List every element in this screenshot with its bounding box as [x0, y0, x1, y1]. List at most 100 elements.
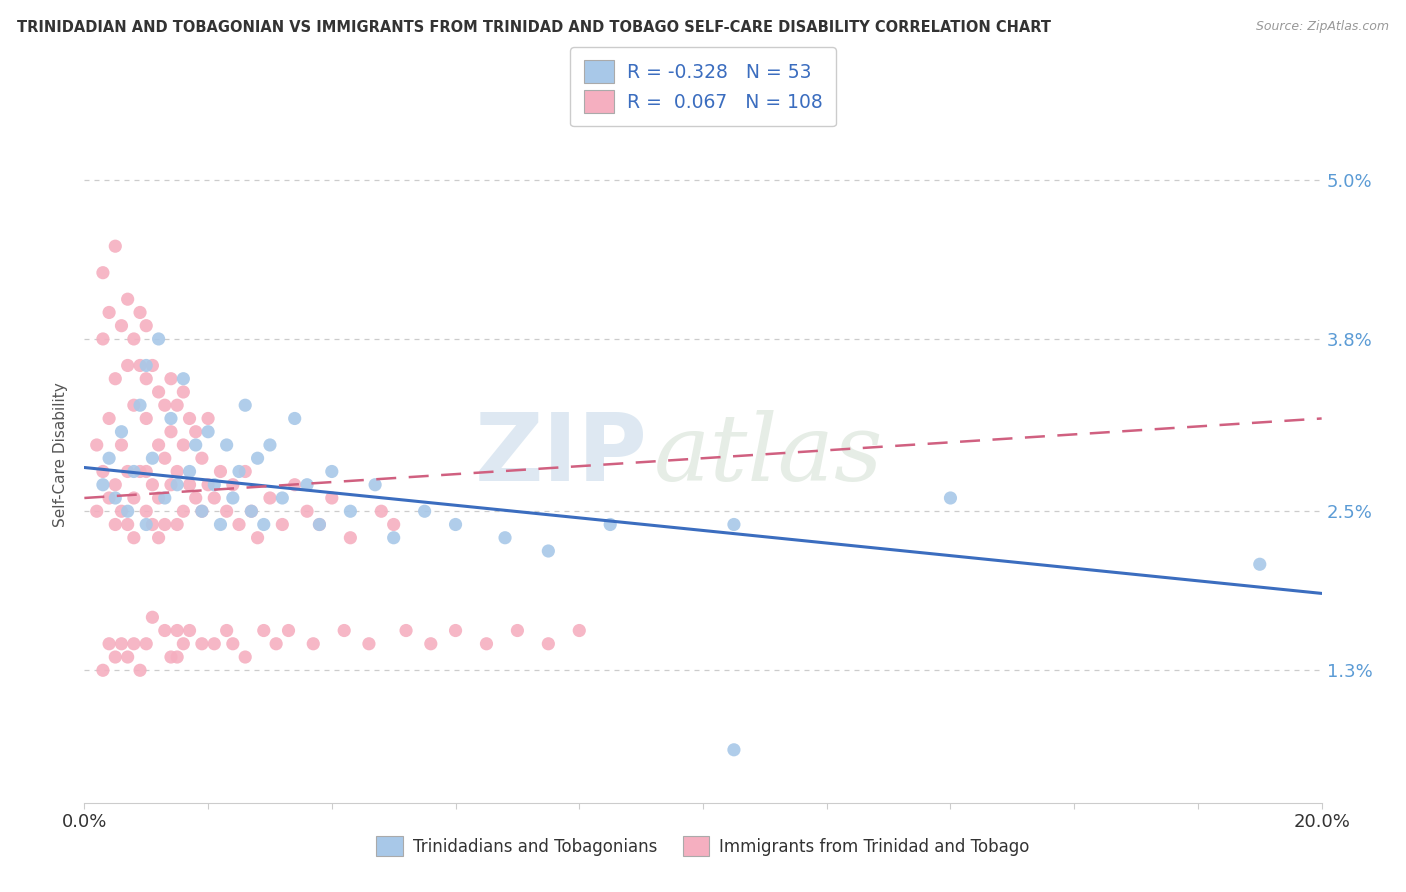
Point [148, 332, 170, 346]
Point [395, 624, 418, 638]
Point [160, 650, 183, 665]
Point [141, 517, 163, 532]
Point [339, 531, 361, 545]
Point [160, 477, 183, 491]
Point [141, 359, 163, 373]
Point [215, 624, 238, 638]
Point [148, 531, 170, 545]
Point [110, 504, 132, 518]
Point [129, 305, 152, 319]
Point [135, 517, 157, 532]
Point [117, 359, 139, 373]
Point [166, 477, 188, 491]
Point [148, 491, 170, 505]
Point [135, 637, 157, 651]
Point [160, 411, 183, 425]
Text: ZIP: ZIP [474, 409, 647, 501]
Point [184, 438, 207, 452]
Point [444, 624, 467, 638]
Point [382, 517, 405, 532]
Point [370, 504, 392, 518]
Point [339, 504, 361, 518]
Point [179, 477, 201, 491]
Point [153, 398, 176, 412]
Point [537, 637, 560, 651]
Legend: Trinidadians and Tobagonians, Immigrants from Trinidad and Tobago: Trinidadians and Tobagonians, Immigrants… [368, 828, 1038, 864]
Point [129, 465, 152, 479]
Point [141, 477, 163, 491]
Point [110, 425, 132, 439]
Point [333, 624, 356, 638]
Point [179, 465, 201, 479]
Point [110, 438, 132, 452]
Point [723, 743, 745, 757]
Point [277, 624, 299, 638]
Point [264, 637, 287, 651]
Point [228, 465, 250, 479]
Point [172, 504, 194, 518]
Point [295, 477, 318, 491]
Point [172, 372, 194, 386]
Point [413, 504, 436, 518]
Point [222, 477, 245, 491]
Point [98, 451, 121, 466]
Point [240, 504, 263, 518]
Point [233, 398, 256, 412]
Point [135, 318, 157, 333]
Point [98, 491, 121, 505]
Point [129, 398, 152, 412]
Point [537, 544, 560, 558]
Point [104, 491, 127, 505]
Point [122, 637, 145, 651]
Point [475, 637, 498, 651]
Point [215, 438, 238, 452]
Point [129, 663, 152, 677]
Point [228, 517, 250, 532]
Point [209, 465, 232, 479]
Point [419, 637, 441, 651]
Point [723, 517, 745, 532]
Point [91, 663, 114, 677]
Point [148, 438, 170, 452]
Text: atlas: atlas [654, 410, 883, 500]
Point [166, 650, 188, 665]
Point [259, 491, 281, 505]
Point [122, 332, 145, 346]
Point [271, 491, 294, 505]
Point [240, 504, 263, 518]
Point [295, 504, 318, 518]
Point [222, 491, 245, 505]
Point [599, 517, 621, 532]
Point [117, 292, 139, 306]
Point [153, 491, 176, 505]
Point [135, 359, 157, 373]
Point [160, 425, 183, 439]
Point [172, 637, 194, 651]
Y-axis label: Self-Care Disability: Self-Care Disability [53, 383, 69, 527]
Point [357, 637, 380, 651]
Point [110, 318, 132, 333]
Point [284, 477, 307, 491]
Point [246, 451, 269, 466]
Point [308, 517, 330, 532]
Point [166, 624, 188, 638]
Point [166, 465, 188, 479]
Point [135, 372, 157, 386]
Point [153, 451, 176, 466]
Point [135, 465, 157, 479]
Point [202, 491, 225, 505]
Point [321, 465, 343, 479]
Point [166, 517, 188, 532]
Point [179, 624, 201, 638]
Point [284, 411, 307, 425]
Point [271, 517, 294, 532]
Point [153, 517, 176, 532]
Point [197, 425, 219, 439]
Point [308, 517, 330, 532]
Point [253, 517, 276, 532]
Point [117, 650, 139, 665]
Point [91, 477, 114, 491]
Point [104, 239, 127, 253]
Point [184, 425, 207, 439]
Point [302, 637, 325, 651]
